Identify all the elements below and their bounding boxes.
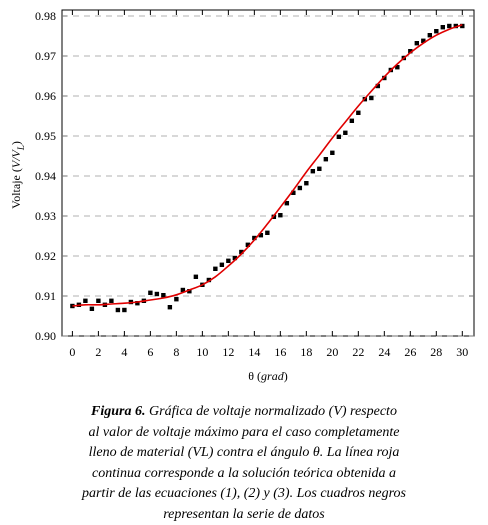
data-point <box>311 169 315 173</box>
y-label-italic: V/V <box>9 148 23 168</box>
caption-text: lleno de material (VL) contra el ángulo … <box>89 445 400 460</box>
data-point <box>434 29 438 33</box>
caption: Figura 6. Gráfica de voltaje normalizado… <box>0 402 488 525</box>
data-point <box>324 157 328 161</box>
data-point <box>369 96 373 100</box>
x-tick-label: 20 <box>326 345 338 359</box>
x-tick-label: 28 <box>430 345 442 359</box>
x-tick-label: 26 <box>404 345 416 359</box>
data-point <box>298 186 302 190</box>
data-point <box>174 297 178 301</box>
data-point <box>83 299 87 303</box>
x-tick-label: 0 <box>69 345 75 359</box>
x-tick-label: 14 <box>248 345 260 359</box>
data-point <box>122 308 126 312</box>
y-tick-label: 0.90 <box>35 329 56 343</box>
data-point <box>161 293 165 297</box>
caption-text: partir de las ecuaciones (1), (2) y (3).… <box>82 486 406 501</box>
x-tick-label: 8 <box>173 345 179 359</box>
caption-label: Figura 6. <box>91 404 145 419</box>
y-tick-label: 0.96 <box>35 89 56 103</box>
data-point <box>330 151 334 155</box>
x-tick-label: 2 <box>95 345 101 359</box>
x-label-unit: grad <box>261 369 285 383</box>
data-point <box>447 24 451 28</box>
data-point <box>428 33 432 37</box>
x-tick-label: 10 <box>196 345 208 359</box>
data-point <box>96 299 100 303</box>
y-tick-label: 0.97 <box>35 49 56 63</box>
y-tick-label: 0.93 <box>35 209 56 223</box>
caption-line: lleno de material (VL) contra el ángulo … <box>0 443 488 464</box>
caption-text: al valor de voltaje máximo para el caso … <box>88 425 399 440</box>
data-point <box>226 259 230 263</box>
x-tick-label: 24 <box>378 345 390 359</box>
data-point <box>337 135 341 139</box>
data-point <box>265 231 269 235</box>
y-tick-label: 0.98 <box>35 9 56 23</box>
y-tick-label: 0.92 <box>35 249 56 263</box>
x-tick-label: 6 <box>147 345 153 359</box>
data-point <box>441 25 445 29</box>
data-point <box>90 307 94 311</box>
data-point <box>155 292 159 296</box>
x-tick-label: 18 <box>300 345 312 359</box>
y-axis-label: Voltaje (V/VL) <box>9 141 26 209</box>
x-tick-label: 12 <box>222 345 234 359</box>
data-point <box>116 308 120 312</box>
data-point <box>194 275 198 279</box>
data-point <box>168 305 172 309</box>
caption-text: Gráfica de voltaje normalizado (V) respe… <box>146 404 397 419</box>
caption-text: representan la serie de datos <box>163 507 325 522</box>
data-point <box>343 131 347 135</box>
data-point <box>350 119 354 123</box>
plot-frame <box>62 10 474 336</box>
y-tick-label: 0.94 <box>35 169 56 183</box>
data-point <box>213 267 217 271</box>
data-point <box>109 299 113 303</box>
fit-line <box>72 25 462 306</box>
x-label-symbol: θ ( <box>248 369 261 383</box>
x-tick-label: 16 <box>274 345 286 359</box>
data-point <box>356 111 360 115</box>
y-label-end: ) <box>9 141 23 145</box>
x-tick-label: 4 <box>121 345 127 359</box>
caption-line: Figura 6. Gráfica de voltaje normalizado… <box>0 402 488 423</box>
chart: θ (grad) Voltaje (V/VL) 0.90 0.91 0.92 0.93… <box>0 0 488 396</box>
caption-line: continua corresponde a la solución teóri… <box>0 464 488 485</box>
caption-text: continua corresponde a la solución teóri… <box>92 466 396 481</box>
caption-line: al valor de voltaje máximo para el caso … <box>0 423 488 444</box>
y-tick-label: 0.91 <box>35 289 56 303</box>
x-axis-label: θ (grad) <box>248 369 287 383</box>
data-point <box>148 291 152 295</box>
caption-line: partir de las ecuaciones (1), (2) y (3).… <box>0 484 488 505</box>
x-tick-label: 30 <box>456 345 468 359</box>
data-point <box>415 41 419 45</box>
y-tick-label: 0.95 <box>35 129 56 143</box>
data-point <box>278 213 282 217</box>
x-label-end: ) <box>284 369 288 383</box>
x-tick-label: 22 <box>352 345 364 359</box>
data-point <box>220 263 224 267</box>
y-label-text: Voltaje ( <box>9 168 23 209</box>
data-point <box>317 167 321 171</box>
data-point <box>304 181 308 185</box>
